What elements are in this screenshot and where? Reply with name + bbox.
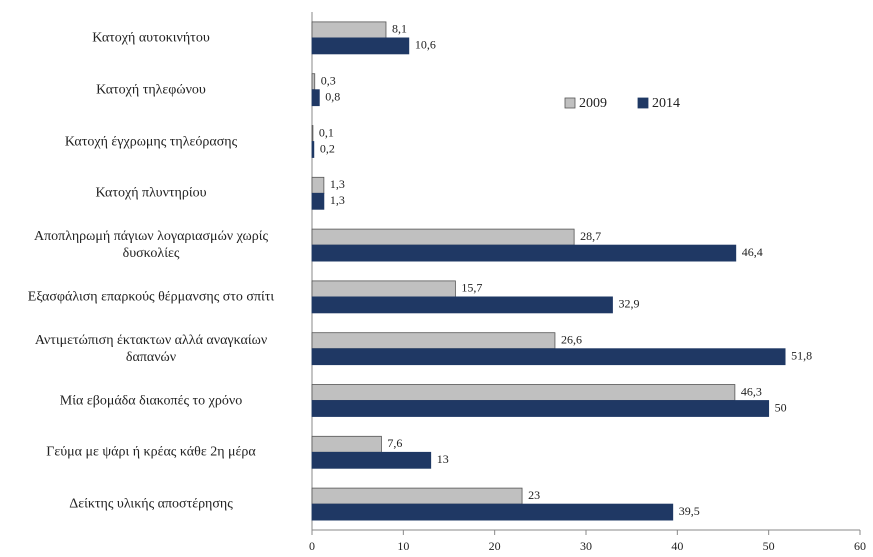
bar (311, 280, 456, 298)
bar (311, 451, 432, 469)
value-label: 50 (775, 400, 787, 414)
category-label: Κατοχή αυτοκινήτου (92, 30, 210, 46)
x-tick-label: 10 (397, 539, 409, 553)
bar (311, 73, 316, 91)
bar (311, 89, 320, 107)
category-label: Αποπληρωμή πάγιων λογαριασμών χωρίς δυσκ… (33, 229, 269, 262)
bar (311, 192, 325, 210)
value-label: 28,7 (580, 229, 601, 243)
legend-swatch (637, 97, 649, 109)
value-label: 32,9 (618, 297, 639, 311)
x-tick-label: 30 (580, 539, 592, 553)
bar (311, 296, 613, 314)
value-label: 8,1 (392, 22, 407, 36)
legend-label: 2009 (579, 96, 607, 111)
bar (311, 332, 556, 350)
legend-label: 2014 (652, 96, 680, 111)
bar (311, 435, 382, 453)
value-label: 39,5 (679, 504, 700, 518)
category-label: Κατοχή τηλεφώνου (96, 82, 206, 98)
value-label: 51,8 (791, 348, 812, 362)
value-label: 15,7 (461, 281, 482, 295)
bar (311, 228, 575, 246)
bar (311, 21, 387, 39)
bar (311, 176, 325, 194)
bar (311, 37, 410, 55)
bar (311, 244, 737, 262)
category-label: Εξασφάλιση επαρκούς θέρμανσης στο σπίτι (27, 289, 275, 305)
value-label: 0,3 (321, 73, 336, 87)
bar (311, 384, 736, 401)
value-label: 7,6 (387, 436, 402, 450)
category-label: Μία εβομάδα διακοπές το χρόνο (59, 393, 243, 408)
value-label: 13 (437, 452, 449, 466)
value-label: 46,4 (742, 245, 763, 259)
value-label: 0,2 (320, 141, 335, 155)
x-tick-label: 40 (671, 539, 683, 553)
value-label: 0,1 (319, 125, 334, 139)
x-tick-label: 50 (763, 539, 775, 553)
bar (311, 125, 314, 142)
bar (311, 503, 674, 521)
category-label: Γεύμα με ψάρι ή κρέας κάθε 2η μέρα (46, 444, 256, 460)
legend-swatch (564, 97, 576, 109)
value-label: 46,3 (741, 384, 762, 398)
category-label: Δείκτης υλικής αποστέρησης (69, 496, 233, 512)
x-tick-label: 60 (854, 539, 866, 553)
value-label: 1,3 (330, 193, 345, 207)
x-tick-label: 0 (309, 539, 315, 553)
category-label: Αντιμετώπιση έκτακτων αλλά αναγκαίων δαπ… (34, 332, 268, 365)
bar (311, 141, 315, 158)
value-label: 1,3 (330, 177, 345, 191)
bar (311, 487, 523, 505)
value-label: 26,6 (561, 332, 582, 346)
x-tick-label: 20 (489, 539, 501, 553)
bar (311, 400, 770, 417)
value-label: 0,8 (325, 89, 340, 103)
bar (311, 348, 786, 366)
category-label: Κατοχή έγχρωμης τηλεόρασης (64, 134, 238, 149)
value-label: 10,6 (415, 38, 436, 52)
value-label: 23 (528, 488, 540, 502)
category-label: Κατοχή πλυντηρίου (95, 185, 207, 201)
